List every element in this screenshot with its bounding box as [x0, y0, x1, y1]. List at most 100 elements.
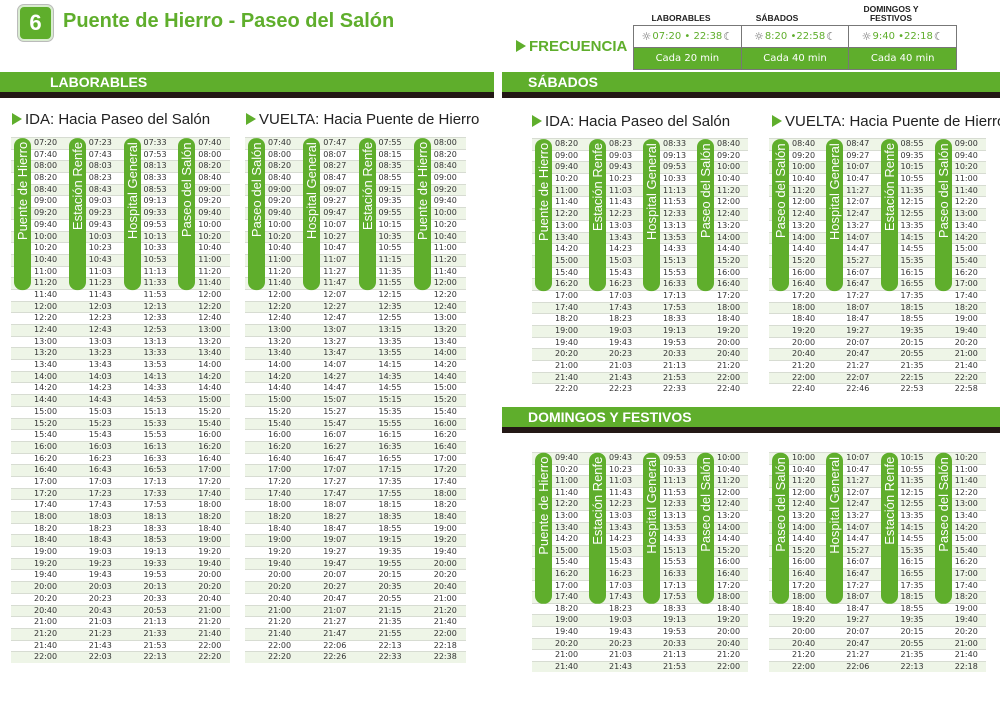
time-cell: 14:07	[846, 232, 870, 242]
time-cell: 20:00	[268, 570, 292, 580]
table-row: 15:00 15:03 15:13 15:20	[11, 405, 230, 418]
time-cell: 16:00	[198, 430, 222, 440]
table-row: 21:00 21:03 21:13 21:20	[11, 616, 230, 628]
time-cell: 20:40	[433, 582, 457, 592]
stop-label: Paseo del Salón	[934, 453, 952, 604]
table-row: 09:00 09:07 09:15 09:20	[245, 183, 466, 196]
stop-label: Estación Renfe	[68, 138, 86, 291]
time-cell: 11:43	[609, 197, 633, 207]
time-cell: 08:33	[143, 173, 167, 183]
time-cell: 21:20	[198, 617, 222, 627]
time-cell: 18:40	[198, 523, 222, 533]
time-cell: 14:15	[900, 232, 924, 242]
time-cell: 12:40	[792, 499, 816, 509]
table-row: 22:20 22:26 22:33 22:38	[245, 651, 466, 663]
time-cell: 21:43	[609, 661, 633, 671]
time-cell: 21:35	[378, 617, 402, 627]
time-cell: 22:13	[900, 661, 924, 671]
time-cell: 19:00	[954, 314, 978, 324]
time-cell: 21:20	[717, 650, 741, 660]
time-cell: 20:47	[323, 593, 347, 603]
table-row: 13:40 13:43 13:53 14:00	[11, 359, 230, 371]
table-row: 10:20 10:23 10:33 10:40	[11, 242, 230, 254]
time-cell: 10:33	[143, 243, 167, 253]
time-cell: 12:23	[609, 209, 633, 219]
time-cell: 10:07	[323, 219, 347, 229]
time-cell: 20:15	[900, 337, 924, 347]
time-cell: 11:35	[900, 185, 924, 195]
time-cell: 14:23	[88, 383, 112, 393]
time-cell: 17:35	[900, 580, 924, 590]
table-row: 17:40 17:43 17:53 18:00	[532, 591, 748, 603]
table-row: 20:00 20:07 20:15 20:20	[245, 569, 466, 581]
time-cell: 17:00	[954, 568, 978, 578]
time-cell: 13:27	[846, 220, 870, 230]
time-cell: 15:00	[433, 383, 457, 393]
time-cell: 19:03	[88, 547, 112, 557]
time-cell: 16:23	[88, 453, 112, 463]
time-cell: 14:20	[433, 360, 457, 370]
time-cell: 14:40	[34, 395, 58, 405]
time-cell: 10:07	[846, 453, 870, 462]
time-cell: 16:35	[378, 441, 402, 451]
time-cell: 12:07	[846, 487, 870, 497]
time-cell: 20:20	[433, 570, 457, 580]
time-cell: 21:20	[717, 361, 741, 371]
time-cell: 15:13	[143, 406, 167, 416]
time-cell: 16:13	[143, 441, 167, 451]
time-cell: 10:23	[609, 464, 633, 474]
time-cell: 10:40	[268, 243, 292, 253]
time-cell: 10:07	[846, 162, 870, 172]
time-cell: 13:00	[198, 325, 222, 334]
table-row: 10:40 10:47 10:55 11:00	[769, 173, 986, 185]
time-cell: 19:53	[663, 337, 687, 347]
time-cell: 20:20	[198, 582, 222, 592]
time-cell: 18:40	[717, 314, 741, 324]
stop-label: Paseo del Salón	[697, 453, 714, 604]
time-cell: 21:13	[143, 617, 167, 627]
time-cell: 08:40	[792, 139, 816, 148]
table-row: 15:40 15:47 15:55 16:00	[245, 417, 466, 430]
time-cell: 09:20	[34, 208, 58, 218]
page-title: Puente de Hierro - Paseo del Salón	[63, 10, 395, 32]
time-cell: 13:00	[268, 325, 292, 334]
time-cell: 19:03	[609, 326, 633, 335]
time-cell: 19:27	[846, 615, 870, 625]
time-cell: 20:47	[846, 638, 870, 648]
time-cell: 19:40	[954, 615, 978, 625]
time-cell: 17:43	[609, 302, 633, 312]
time-cell: 10:20	[555, 174, 579, 184]
freq-every-laborables: Cada 20 min	[634, 48, 742, 69]
time-cell: 20:00	[433, 558, 457, 568]
time-cell: 12:23	[609, 499, 633, 509]
time-cell: 20:33	[663, 349, 687, 359]
table-row: 21:40 21:43 21:53 22:00	[532, 371, 748, 384]
time-cell: 22:40	[717, 384, 741, 394]
time-cell: 14:00	[717, 522, 741, 532]
time-cell: 16:40	[34, 465, 58, 475]
freq-header-sabados: SÁBADOS	[755, 13, 799, 23]
time-cell: 10:13	[143, 231, 167, 241]
time-cell: 15:40	[433, 406, 457, 416]
time-cell: 18:20	[954, 302, 978, 312]
time-cell: 13:20	[792, 510, 816, 520]
time-cell: 17:20	[433, 465, 457, 475]
time-cell: 09:00	[34, 196, 58, 206]
time-cell: 08:47	[846, 139, 870, 148]
table-row: 18:20 18:23 18:33 18:40	[11, 522, 230, 535]
time-cell: 22:06	[846, 661, 870, 671]
time-cell: 22:13	[378, 640, 402, 650]
time-cell: 18:47	[846, 603, 870, 613]
timetable-domingos-vuelta: 10:00 10:07 10:15 10:20 10:40 10:47 10:55 11:00…	[769, 452, 986, 673]
time-cell: 15:03	[609, 545, 633, 555]
time-cell: 17:13	[143, 476, 167, 486]
time-cell: 15:20	[717, 545, 741, 555]
table-row: 16:20 16:23 16:33 16:40	[532, 278, 748, 290]
time-cell: 15:40	[555, 267, 579, 277]
table-row: 12:00 12:03 12:13 12:20	[11, 300, 230, 313]
time-cell: 19:00	[198, 535, 222, 545]
table-row: 19:20 19:27 19:35 19:40	[245, 546, 466, 558]
time-cell: 10:03	[88, 231, 112, 241]
table-row: 11:00 11:03 11:13 11:20	[11, 265, 230, 278]
time-cell: 09:13	[663, 150, 687, 160]
